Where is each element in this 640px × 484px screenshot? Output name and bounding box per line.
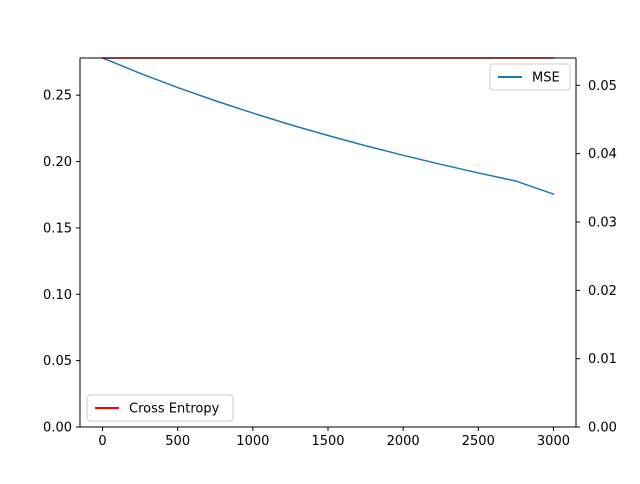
- x-tick-label: 1500: [311, 434, 344, 449]
- y-left-tick-label: 0.05: [43, 354, 72, 369]
- x-tick-label: 1000: [236, 434, 269, 449]
- x-tick-label: 2000: [387, 434, 420, 449]
- legend-layer: MSE Cross Entropy: [86, 63, 571, 422]
- x-tick-label: 2500: [462, 434, 495, 449]
- y-right-tick-label: 0.04: [588, 147, 617, 162]
- y-left-tick-label: 0.20: [43, 155, 72, 170]
- y-right-tick-label: 0.05: [588, 79, 617, 94]
- y-left-tick-label: 0.15: [43, 221, 72, 236]
- axes-layer: 0 500 1000 1500 2000 2500 3000 0.00 0.05 0.10 0.15…: [43, 57, 617, 449]
- legend-box: [86, 394, 234, 422]
- y-left-tick-label: 0.00: [43, 421, 72, 436]
- y-right-tick-label: 0.02: [588, 284, 617, 299]
- series-line-mse: [101, 57, 555, 196]
- legend-cross-entropy: Cross Entropy: [86, 394, 234, 422]
- legend-label: MSE: [532, 71, 560, 86]
- legend-mse: MSE: [489, 63, 571, 91]
- legend-box: [489, 63, 571, 91]
- y-left-tick-label: 0.25: [43, 89, 72, 104]
- y-left-tick-label: 0.10: [43, 288, 72, 303]
- legend-label: Cross Entropy: [129, 402, 220, 417]
- y-right-tick-label: 0.03: [588, 216, 617, 231]
- y-right-tick-label: 0.01: [588, 352, 617, 367]
- x-tick-label: 0: [98, 434, 106, 449]
- x-tick-label: 500: [165, 434, 190, 449]
- y-right-tick-label: 0.00: [588, 421, 617, 436]
- x-tick-label: 3000: [537, 434, 570, 449]
